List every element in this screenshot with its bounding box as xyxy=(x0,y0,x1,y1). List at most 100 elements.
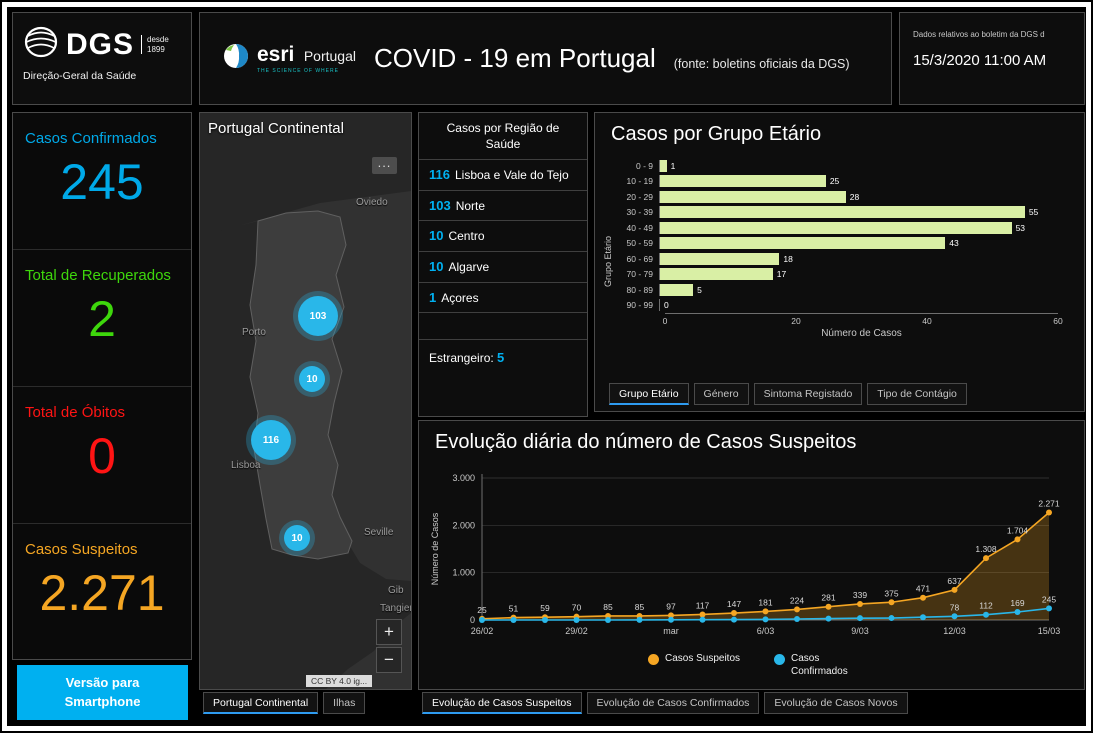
evolution-tab-0[interactable]: Evolução de Casos Suspeitos xyxy=(422,692,582,714)
bulletin-panel: Dados relativos ao boletim da DGS d 15/3… xyxy=(899,12,1085,105)
age-bar-track: 43 xyxy=(659,237,1058,250)
age-bar-track: 55 xyxy=(659,206,1058,219)
region-name: Lisboa e Vale do Tejo xyxy=(454,168,569,183)
svg-text:2.000: 2.000 xyxy=(452,520,475,530)
evolution-chart-title: Evolução diária do número de Casos Suspe… xyxy=(435,431,857,453)
region-row[interactable]: 10 Centro xyxy=(419,221,587,253)
esri-globe-icon xyxy=(222,42,250,75)
age-tab-0[interactable]: Grupo Etário xyxy=(609,383,689,405)
region-name: Centro xyxy=(448,229,485,244)
age-bar-value: 17 xyxy=(776,269,787,280)
region-list-title: Casos por Região de Saúde xyxy=(419,113,587,161)
map-tab-0[interactable]: Portugal Continental xyxy=(203,692,319,714)
region-count: 10 xyxy=(429,228,444,244)
age-bar xyxy=(660,237,946,250)
svg-text:281: 281 xyxy=(821,593,835,603)
svg-text:117: 117 xyxy=(696,600,710,610)
age-category-label: 0 - 9 xyxy=(635,160,653,171)
age-bar xyxy=(660,190,846,203)
age-bar-track: 0 xyxy=(659,299,1058,312)
smartphone-version-button[interactable]: Versão para Smartphone xyxy=(17,665,188,720)
region-row[interactable]: 10 Algarve xyxy=(419,252,587,283)
map-attribution[interactable]: CC BY 4.0 ig... xyxy=(306,675,373,687)
page-title: COVID - 19 em Portugal xyxy=(373,43,656,73)
evolution-tab-2[interactable]: Evolução de Casos Novos xyxy=(764,692,908,714)
evolution-chart-panel: Evolução diária do número de Casos Suspe… xyxy=(418,420,1085,690)
esri-tagline: THE SCIENCE OF WHERE xyxy=(257,68,339,74)
age-bar xyxy=(660,159,667,172)
age-bar-row: 80 - 89 5 xyxy=(613,282,1058,298)
evolution-tab-1[interactable]: Evolução de Casos Confirmados xyxy=(586,692,760,714)
map-cluster-marker[interactable]: 103 xyxy=(298,296,338,336)
map-city-label: Tangier xyxy=(380,603,412,614)
age-bar-track: 5 xyxy=(659,283,1058,296)
age-category-label: 90 - 99 xyxy=(626,300,653,311)
age-axis-tick: 40 xyxy=(922,316,932,326)
map-cluster-marker[interactable]: 116 xyxy=(251,420,291,460)
svg-text:97: 97 xyxy=(666,601,676,611)
age-bar-track: 53 xyxy=(659,221,1058,234)
svg-text:3.000: 3.000 xyxy=(452,473,475,483)
legend-item: Casos Confirmados xyxy=(774,652,855,678)
age-bar-row: 30 - 39 55 xyxy=(613,205,1058,221)
age-bar-value: 18 xyxy=(783,253,793,264)
region-row[interactable]: 116 Lisboa e Vale do Tejo xyxy=(419,160,587,191)
region-count: 103 xyxy=(429,197,451,213)
age-bar-value: 0 xyxy=(664,300,669,311)
evolution-legend: Casos Suspeitos Casos Confirmados xyxy=(419,652,1084,678)
region-count: 1 xyxy=(429,289,437,305)
dgs-since-label: desde 1899 xyxy=(141,34,169,55)
kpi-panel: Casos Confirmados 245 Total de Recuperados… xyxy=(12,112,192,660)
source-note: (fonte: boletins oficiais da DGS) xyxy=(673,56,850,71)
svg-text:0: 0 xyxy=(470,615,475,625)
region-foreign-label: Estrangeiro: xyxy=(429,351,498,366)
age-bar-row: 20 - 29 28 xyxy=(613,189,1058,205)
region-name: Algarve xyxy=(448,260,490,275)
zoom-in-button[interactable]: + xyxy=(376,619,402,645)
region-row[interactable]: 1 Açores xyxy=(419,283,587,314)
svg-text:375: 375 xyxy=(884,588,898,598)
age-bar-row: 10 - 19 25 xyxy=(613,174,1058,190)
age-category-label: 20 - 29 xyxy=(626,191,653,202)
age-bar-value: 25 xyxy=(829,176,840,187)
map-tab-1[interactable]: Ilhas xyxy=(323,692,366,714)
age-bar-track: 25 xyxy=(659,175,1058,188)
age-bar-row: 60 - 69 18 xyxy=(613,251,1058,267)
svg-text:2.271: 2.271 xyxy=(1038,499,1060,509)
map-panel[interactable]: 103 10 116 10 Oviedo Porto Lisboa Seville Gib Tan… xyxy=(199,112,412,690)
region-name: Açores xyxy=(441,290,479,305)
age-tabs: Grupo Etário Género Sintoma Registado Tipo … xyxy=(605,383,967,405)
region-row[interactable]: 103 Norte xyxy=(419,191,587,222)
age-tab-1[interactable]: Género xyxy=(693,383,749,405)
map-cluster-marker[interactable]: 10 xyxy=(284,525,310,551)
map-city-label: Oviedo xyxy=(356,197,388,208)
age-tab-2[interactable]: Sintoma Registado xyxy=(753,383,863,405)
svg-text:29/02: 29/02 xyxy=(565,626,588,636)
dgs-subtitle: Direção-Geral da Saúde xyxy=(23,70,137,82)
age-x-axis-label: Número de Casos xyxy=(821,328,902,339)
svg-text:70: 70 xyxy=(572,603,582,613)
svg-text:224: 224 xyxy=(790,595,804,605)
svg-text:85: 85 xyxy=(603,602,613,612)
age-category-label: 50 - 59 xyxy=(626,238,653,249)
legend-dot xyxy=(774,654,786,665)
kpi-value-recuperados: 2 xyxy=(88,291,116,347)
age-axis-tick: 20 xyxy=(791,316,801,326)
age-bar-track: 17 xyxy=(659,268,1058,281)
region-list: 116 Lisboa e Vale do Tejo 103 Norte 10 Centro… xyxy=(419,160,587,375)
kpi-value-confirmados: 245 xyxy=(60,154,144,210)
svg-text:15/03: 15/03 xyxy=(1038,626,1061,636)
kpi-obitos: Total de Óbitos 0 xyxy=(13,387,191,524)
age-axis-tick: 60 xyxy=(1053,316,1063,326)
age-bar-track: 28 xyxy=(659,190,1058,203)
bulletin-datetime: 15/3/2020 11:00 AM xyxy=(913,52,1047,69)
zoom-out-button[interactable]: − xyxy=(376,647,402,673)
age-tab-3[interactable]: Tipo de Contágio xyxy=(867,383,967,405)
map-cluster-marker[interactable]: 10 xyxy=(299,366,325,392)
age-bar-track: 1 xyxy=(659,159,1058,172)
dgs-globe-icon xyxy=(23,25,59,64)
age-category-label: 70 - 79 xyxy=(626,269,653,280)
map-overflow-button[interactable]: ... xyxy=(372,156,397,174)
region-row-empty xyxy=(419,313,587,341)
svg-text:6/03: 6/03 xyxy=(757,626,775,636)
